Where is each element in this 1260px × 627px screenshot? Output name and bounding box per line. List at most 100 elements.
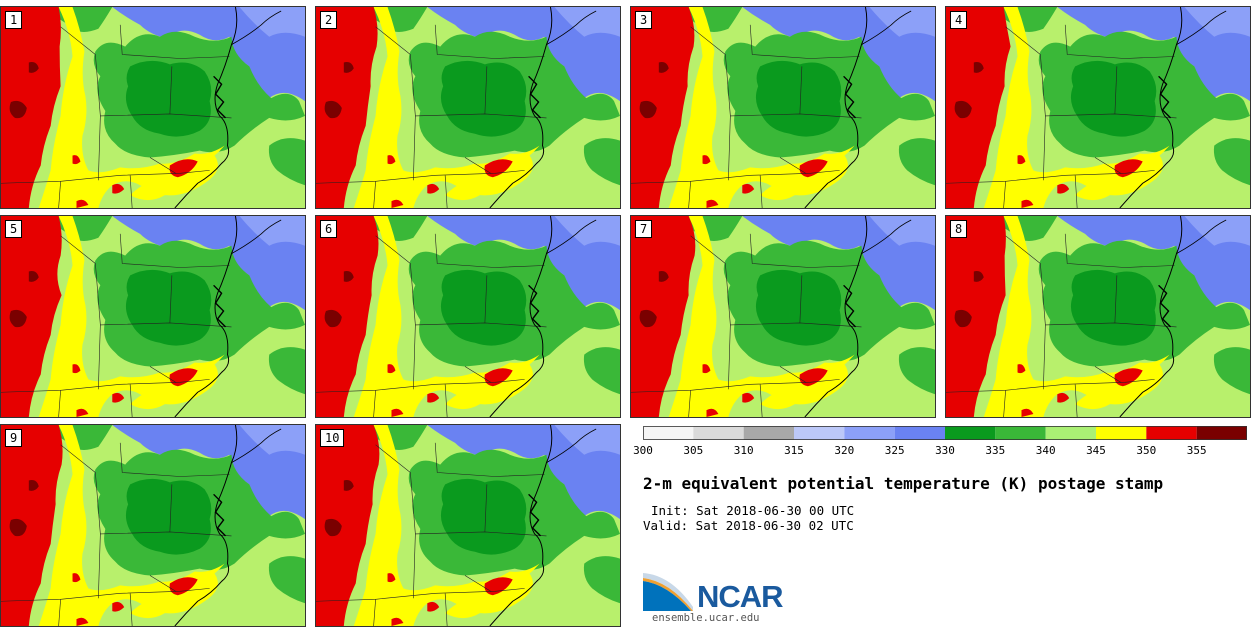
legend-swatch [1196, 426, 1247, 440]
coastline-detail [1158, 284, 1172, 328]
field-ocean-green [898, 347, 935, 395]
field-hot-region [631, 7, 695, 208]
field-hot-patch [169, 159, 198, 178]
valid-time: Valid: Sat 2018-06-30 02 UTC [643, 518, 854, 533]
coastline-northeast [546, 428, 597, 463]
logo-swoosh-blue [643, 581, 691, 611]
legend-swatch [844, 426, 895, 440]
state-boundaries [1, 233, 232, 417]
field-hot-core [954, 309, 972, 328]
field-ocean-green [583, 556, 620, 604]
field-dark-green-region [755, 269, 842, 346]
legend-tick-label: 345 [1086, 444, 1106, 457]
ncar-logo-icon [643, 573, 693, 611]
state-boundaries [1, 24, 232, 208]
state-boundaries [316, 442, 547, 626]
coastline-northeast [231, 10, 282, 45]
coastline-detail [843, 75, 857, 119]
field-cool-light [1184, 216, 1250, 246]
field-hot-patch [387, 573, 396, 583]
field-hot-core [973, 62, 984, 73]
field-dark-green-region [125, 269, 212, 346]
map-field [316, 7, 620, 208]
postage-stamp-panel: 4 [945, 6, 1251, 209]
state-boundaries [1, 442, 232, 626]
field-warm-band [353, 216, 540, 417]
field-cool-light [554, 425, 620, 455]
coastline-northeast [861, 10, 912, 45]
legend-swatch [995, 426, 1046, 440]
field-hot-patch [387, 364, 396, 374]
legend-swatch [1146, 426, 1197, 440]
legend-tick-label: 335 [985, 444, 1006, 457]
coastline-northeast [231, 428, 282, 463]
field-hot-region [631, 216, 696, 417]
postage-stamp-panel: 1 [0, 6, 306, 209]
field-hot-patch [427, 392, 440, 403]
field-warm-band [38, 425, 225, 626]
panel-number: 4 [950, 11, 968, 29]
state-boundaries [946, 24, 1177, 208]
field-hot-patch [799, 159, 828, 178]
field-hot-core [324, 309, 342, 328]
legend-swatch [643, 426, 694, 440]
field-ocean-green [583, 347, 620, 395]
logo-swoosh-orange [643, 578, 693, 611]
coastline-detail [528, 493, 542, 537]
coastline-northeast [231, 219, 282, 254]
legend-tick-label: 355 [1186, 444, 1207, 457]
ncar-logo-text: NCAR [697, 579, 784, 614]
field-warm-band [38, 7, 225, 208]
field-hot-region [316, 216, 379, 417]
field-hot-core [954, 100, 972, 119]
field-dark-green-region [1070, 60, 1157, 137]
postage-stamp-panel: 6 [315, 215, 621, 418]
field-hot-patch [112, 601, 125, 612]
field-ocean-green [1213, 347, 1250, 395]
field-hot-core [343, 271, 354, 282]
coastline [489, 216, 553, 417]
field-hot-patch [1114, 159, 1143, 178]
field-hot-patch [427, 183, 440, 194]
field-hot-patch [76, 408, 89, 417]
legend-tick-label: 325 [884, 444, 905, 457]
field-hot-patch [76, 199, 89, 208]
field-hot-patch [112, 183, 125, 194]
field-ocean-green [268, 138, 305, 186]
panel-number: 10 [320, 429, 345, 447]
field-ocean-green [268, 347, 305, 395]
field-hot-patch [427, 601, 440, 612]
map-field [316, 216, 620, 417]
color-scale-legend [643, 426, 1247, 440]
legend-swatch [1096, 426, 1147, 440]
field-cool-light [239, 216, 305, 246]
field-hot-core [658, 62, 669, 73]
field-warm-southeast [1075, 364, 1163, 410]
postage-stamp-panel: 9 [0, 424, 306, 627]
field-warm-band [38, 216, 225, 417]
legend-tick-label: 310 [733, 444, 754, 457]
field-hot-patch [72, 364, 81, 374]
field-hot-patch [387, 155, 396, 165]
field-warm-southeast [445, 573, 533, 619]
field-warm-band [983, 216, 1170, 417]
field-hot-patch [1021, 408, 1034, 417]
state-boundaries [316, 24, 547, 208]
coastline-northeast [546, 10, 597, 45]
field-hot-core [639, 309, 657, 328]
field-warm-band [353, 7, 540, 208]
field-hot-patch [706, 199, 719, 208]
field-hot-patch [1057, 392, 1070, 403]
coastline-detail [1158, 75, 1172, 119]
field-warm-southeast [760, 155, 848, 201]
field-hot-region [316, 425, 380, 626]
field-hot-patch [169, 368, 198, 387]
field-hot-core [9, 100, 27, 119]
state-boundaries [946, 233, 1177, 417]
field-hot-core [639, 100, 657, 119]
postage-stamp-panel: 5 [0, 215, 306, 418]
field-hot-patch [484, 577, 513, 596]
field-hot-patch [169, 577, 198, 596]
field-ocean-green [583, 138, 620, 186]
field-warm-band [353, 425, 540, 626]
